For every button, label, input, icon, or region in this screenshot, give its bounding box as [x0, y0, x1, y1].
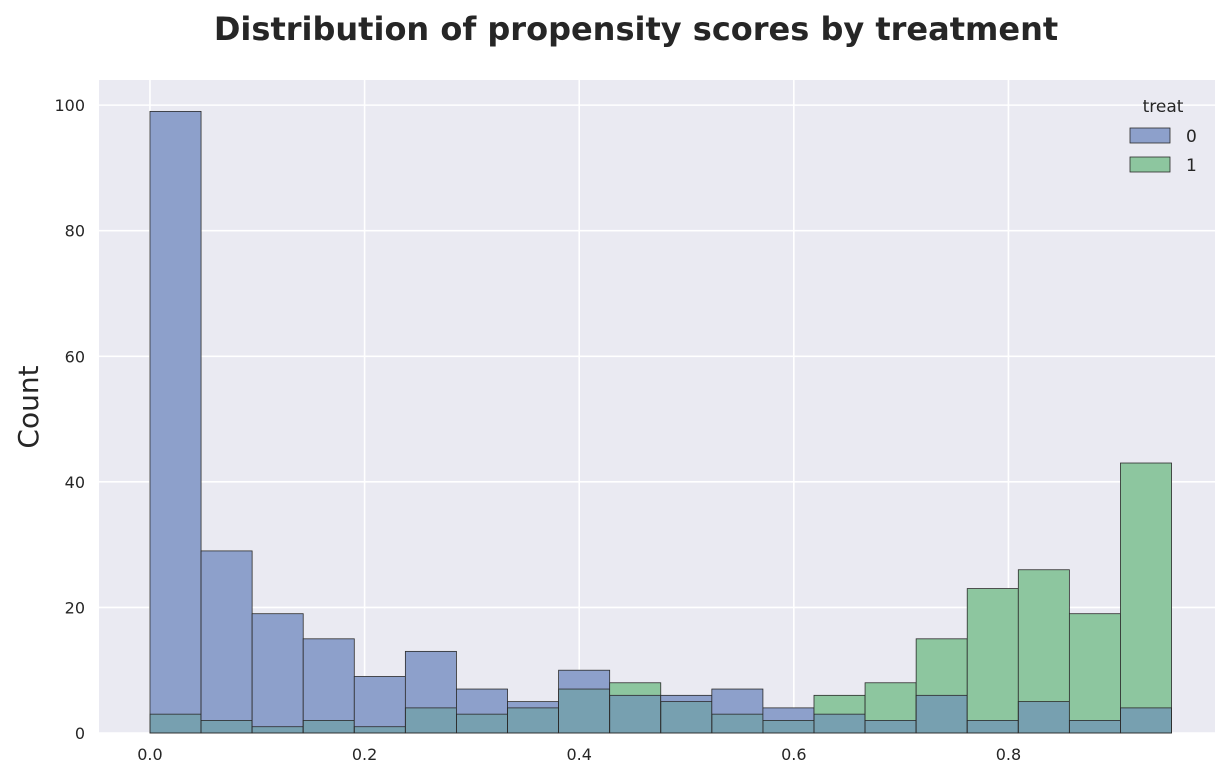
- histogram-bar-overlap: [762, 720, 814, 733]
- histogram-bar-overlap: [813, 714, 866, 733]
- histogram-bar-overlap: [354, 726, 406, 733]
- histogram-bar-overlap: [405, 707, 457, 733]
- histogram-bar-overlap: [252, 726, 304, 733]
- legend-swatch: [1129, 127, 1171, 144]
- y-tick-label: 80: [65, 222, 85, 241]
- histogram-bar: [1120, 463, 1172, 708]
- legend-title: treat: [1143, 97, 1184, 117]
- histogram-bar: [252, 613, 304, 727]
- histogram-bar: [711, 689, 763, 715]
- x-tick-label: 0.8: [996, 745, 1021, 764]
- histogram-bar: [609, 682, 661, 696]
- histogram-bar: [660, 695, 712, 702]
- x-tick-label: 0.2: [352, 745, 377, 764]
- histogram-bar-overlap: [711, 714, 763, 733]
- histogram-bar: [405, 651, 457, 708]
- x-tick-label: 0.6: [781, 745, 806, 764]
- histogram-bar-overlap: [507, 707, 559, 733]
- histogram-bar-overlap: [1120, 707, 1172, 733]
- histogram-bar-overlap: [609, 695, 661, 733]
- y-tick-label: 40: [65, 473, 85, 492]
- histogram-bar-overlap: [201, 720, 253, 733]
- histogram-bar: [865, 682, 917, 721]
- histogram-bar-overlap: [1018, 701, 1070, 733]
- x-tick-label: 0.0: [137, 745, 162, 764]
- histogram-bar-overlap: [660, 701, 712, 733]
- histogram-bar-overlap: [456, 714, 508, 733]
- y-tick-label: 60: [65, 347, 85, 366]
- histogram-bar-overlap: [916, 695, 968, 733]
- legend-swatch: [1129, 156, 1171, 173]
- legend-label: 0: [1186, 127, 1197, 147]
- histogram-bars: [149, 110, 1172, 734]
- y-tick-label: 20: [65, 598, 85, 617]
- histogram-bar: [558, 670, 610, 690]
- histogram-bar-overlap: [967, 720, 1019, 733]
- histogram-bar: [1069, 613, 1121, 721]
- histogram-bar-overlap: [865, 720, 917, 733]
- histogram-bar-overlap: [149, 714, 202, 733]
- y-tick-label: 0: [75, 724, 85, 743]
- legend: treat 0 1: [1129, 97, 1197, 176]
- histogram-bar: [762, 707, 814, 721]
- bar-outline-treat-1: [1120, 462, 1172, 734]
- histogram-bar: [354, 676, 406, 727]
- y-axis-label: Count: [12, 365, 45, 448]
- histogram-bar-overlap: [558, 689, 610, 733]
- histogram-bar: [967, 588, 1019, 721]
- y-tick-label: 100: [54, 96, 85, 115]
- chart-title: Distribution of propensity scores by tre…: [214, 10, 1058, 48]
- histogram-bar-overlap: [1069, 720, 1121, 733]
- histogram-bar: [303, 638, 355, 721]
- histogram-bar: [201, 550, 253, 721]
- histogram-bar: [916, 638, 968, 696]
- histogram-bar: [1018, 569, 1070, 702]
- histogram-bar: [149, 111, 202, 715]
- axis-ticks: 0.0 0.2 0.4 0.6 0.8 0 20 40 60 80 100: [54, 96, 1021, 764]
- histogram-bar: [507, 701, 559, 708]
- histogram-bar: [456, 689, 508, 715]
- histogram-bar: [813, 695, 866, 715]
- x-tick-label: 0.4: [566, 745, 591, 764]
- histogram-bar-overlap: [303, 720, 355, 733]
- legend-label: 1: [1186, 156, 1197, 176]
